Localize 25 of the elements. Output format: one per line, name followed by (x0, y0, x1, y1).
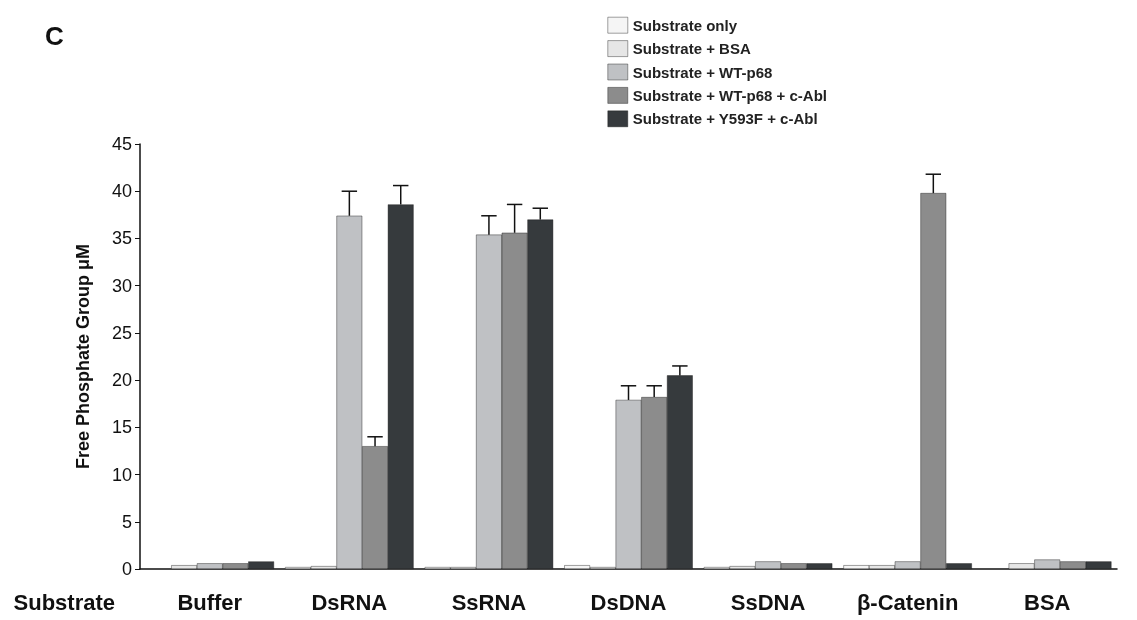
legend-label: Substrate + WT-p68 (632, 63, 773, 81)
y-tick-label: 5 (121, 511, 132, 532)
y-tick-label: 25 (111, 322, 132, 343)
legend-label: Substrate only (632, 16, 738, 34)
x-tick-label: SsDNA (730, 589, 806, 615)
x-tick-label: BSA (1023, 589, 1071, 615)
x-tick-label: Buffer (177, 589, 243, 615)
y-tick-label: 35 (111, 228, 132, 249)
x-axis-title: Substrate (13, 589, 115, 615)
x-tick-label: DsRNA (311, 589, 388, 615)
legend-label: Substrate + BSA (632, 40, 751, 58)
y-tick-label: 30 (111, 275, 132, 296)
y-axis-title: Free Phosphate Group μM (73, 243, 93, 470)
legend-label: Substrate + Y593F + c-Abl (632, 110, 818, 128)
y-tick-label: 40 (111, 181, 132, 202)
y-tick-label: 10 (111, 464, 132, 485)
x-tick-label: DsDNA (590, 589, 667, 615)
y-tick-label: 45 (111, 134, 132, 154)
legend-label: Substrate + WT-p68 + c-Abl (632, 86, 828, 104)
x-tick-label: SsRNA (451, 589, 527, 615)
y-tick-label: 0 (121, 559, 132, 579)
chart-title: C (45, 21, 64, 51)
y-tick-label: 20 (111, 370, 132, 391)
x-tick-label: β-Catenin (856, 589, 959, 615)
y-tick-label: 15 (111, 417, 132, 438)
